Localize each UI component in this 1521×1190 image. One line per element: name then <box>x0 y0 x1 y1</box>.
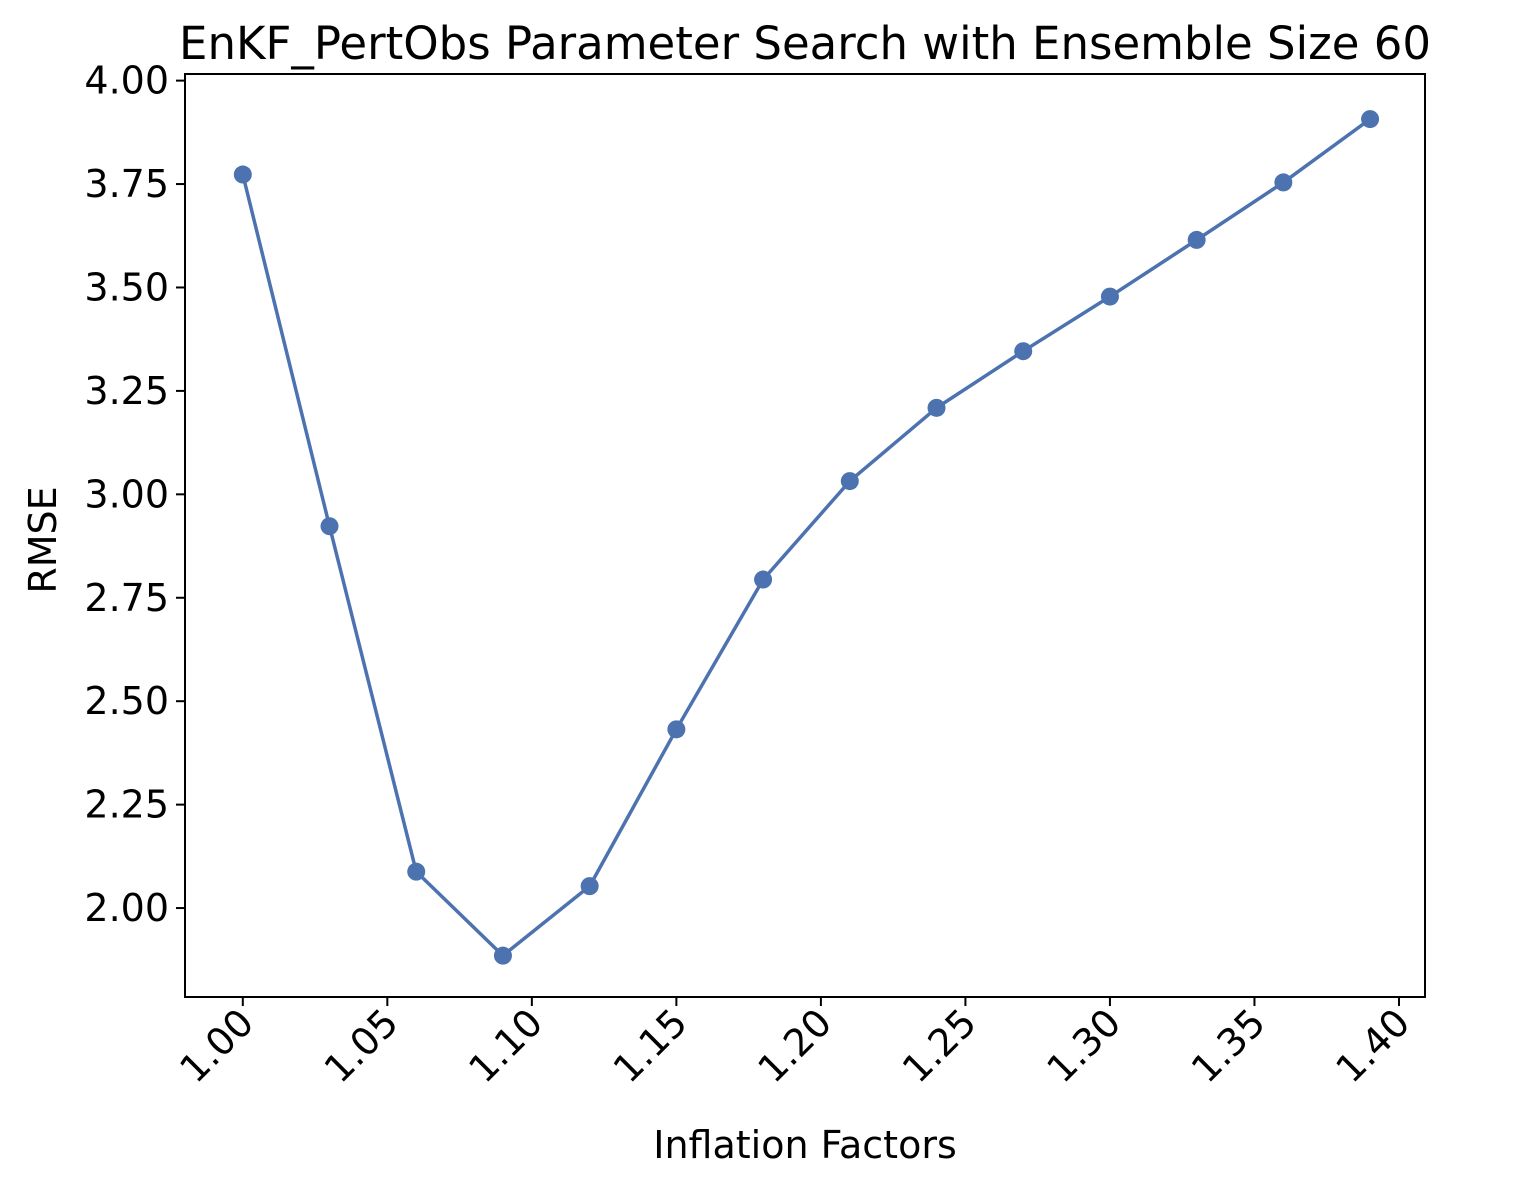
x-tick-label: 1.05 <box>316 1000 407 1091</box>
x-tick-label: 1.25 <box>894 1000 985 1091</box>
data-point <box>667 720 686 739</box>
data-point <box>493 946 512 965</box>
x-tick-label: 1.35 <box>1183 1000 1274 1091</box>
data-point <box>840 472 859 491</box>
data-point <box>1187 230 1206 249</box>
y-axis-label: RMSE <box>21 486 65 593</box>
data-point <box>1361 110 1380 129</box>
y-tick-label: 3.00 <box>84 472 169 516</box>
series-line <box>241 117 1372 958</box>
data-point <box>407 862 426 881</box>
x-tick-label: 1.15 <box>605 1000 696 1091</box>
y-tick-label: 3.50 <box>84 265 169 309</box>
y-tick-label: 4.00 <box>84 59 169 103</box>
x-tick-label: 1.10 <box>460 1000 551 1091</box>
data-point <box>233 165 252 184</box>
data-point <box>927 398 946 417</box>
y-axis-ticks: 2.00 2.25 2.50 2.75 3.00 3.25 3.50 3.75 4.00 <box>84 59 185 930</box>
series-layer <box>233 110 1380 965</box>
x-axis-label: Inflation Factors <box>653 1123 957 1167</box>
data-point <box>1274 173 1293 192</box>
y-tick-label: 2.00 <box>84 886 169 930</box>
data-point <box>1100 287 1119 306</box>
y-tick-label: 3.25 <box>84 369 169 413</box>
y-tick-label: 2.25 <box>84 783 169 827</box>
x-tick-label: 1.30 <box>1038 1000 1129 1091</box>
data-point <box>580 877 599 896</box>
x-tick-label: 1.40 <box>1327 1000 1418 1091</box>
y-tick-label: 3.75 <box>84 162 169 206</box>
x-axis-ticks: 1.00 1.05 1.10 1.15 1.20 1.25 1.30 1.35 1.40 <box>171 997 1418 1091</box>
y-tick-label: 2.75 <box>84 576 169 620</box>
x-tick-label: 1.00 <box>171 1000 262 1091</box>
chart-title: EnKF_PertObs Parameter Search with Ensem… <box>179 17 1431 70</box>
data-point <box>1014 342 1033 361</box>
data-point <box>320 517 339 536</box>
plot-area-frame <box>184 73 1426 998</box>
data-point <box>754 570 773 589</box>
x-tick-label: 1.20 <box>749 1000 840 1091</box>
y-tick-label: 2.50 <box>84 679 169 723</box>
